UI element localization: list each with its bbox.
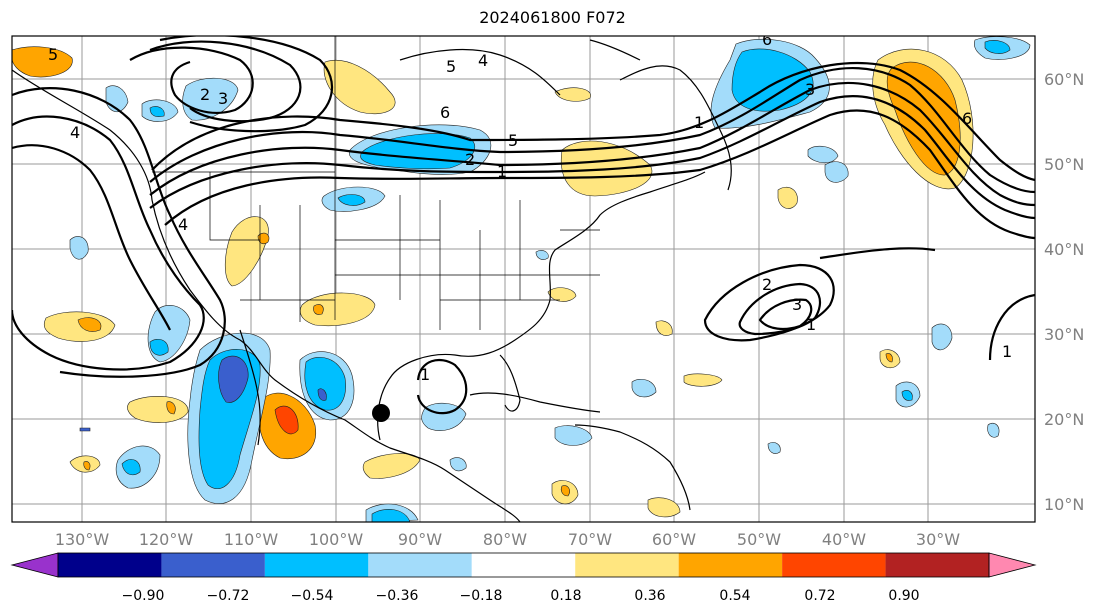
contour-label: 1 [420,365,430,384]
colorbar-tick-label: 0.72 [804,588,835,604]
map-title: 2024061800 F072 [479,8,626,27]
coastlines [12,39,732,522]
colorbar-tick-label: −0.72 [207,588,250,604]
contour-lines [12,36,1035,415]
contour-label: 5 [446,57,456,76]
lat-label: 30°N [1044,325,1084,344]
contour-label: 1 [694,113,704,132]
colorbar-tick-label: 0.36 [634,588,665,604]
contour-label: 2 [200,85,210,104]
lon-label: 30°W [916,530,960,549]
colorbar-extend-low [10,552,59,578]
lon-label: 40°W [822,530,866,549]
contour-label: 3 [805,80,815,99]
lon-label: 80°W [483,530,527,549]
colorbar-swatch [161,553,265,577]
lat-label: 60°N [1044,70,1084,89]
storm-center-marker [372,404,390,422]
colorbar-tick-label: −0.36 [376,588,419,604]
contour-label: 2 [465,150,475,169]
colorbar-tick-label: −0.54 [291,588,334,604]
lat-label: 20°N [1044,410,1084,429]
lon-label: 50°W [737,530,781,549]
colorbar-swatch [368,553,472,577]
colorbar-tick-label: 0.18 [550,588,581,604]
map-border [11,35,1036,523]
contour-label: 6 [762,30,772,49]
colorbar-tick-label: −0.18 [460,588,503,604]
contour-label: 4 [70,123,80,142]
colorbar-tick-labels: −0.90 −0.72 −0.54 −0.36 −0.18 0.18 0.36 … [122,588,920,604]
contour-label: 6 [962,109,972,128]
colorbar-tick-label: −0.90 [122,588,165,604]
colorbar-swatch [58,553,162,577]
lon-label: 130°W [55,530,110,549]
latitude-labels: 60°N 50°N 40°N 30°N 20°N 10°N [1044,70,1084,514]
lon-label: 90°W [398,530,442,549]
contour-label: 1 [806,315,816,334]
colorbar [10,552,1037,578]
contour-labels: 1 2 3 4 5 6 1 2 3 1 1 4 5 6 2 3 4 5 6 1 [48,30,1012,384]
contour-label: 5 [48,45,58,64]
contour-label: 5 [508,131,518,150]
lat-label: 40°N [1044,240,1084,259]
contour-label: 6 [440,103,450,122]
contour-label: 3 [218,89,228,108]
colorbar-swatch [782,553,886,577]
colorbar-tick-label: 0.90 [888,588,919,604]
colorbar-swatch [575,553,679,577]
graticule [12,36,1035,522]
colorbar-swatch [885,553,989,577]
lon-label: 110°W [224,530,279,549]
colorbar-extend-high [988,552,1037,578]
colorbar-frame [57,552,990,578]
colorbar-swatch [264,553,369,577]
lon-label: 120°W [139,530,194,549]
anomaly-shading [12,36,1031,522]
contour-label: 3 [792,295,802,314]
lon-label: 100°W [309,530,364,549]
contour-label: 1 [1002,342,1012,361]
lat-label: 10°N [1044,495,1084,514]
lat-label: 50°N [1044,155,1084,174]
colorbar-swatch [471,553,576,577]
colorbar-tick-label: 0.54 [719,588,750,604]
colorbar-swatch [678,553,783,577]
contour-label: 2 [762,275,772,294]
contour-label: 4 [178,215,188,234]
lon-label: 70°W [568,530,612,549]
longitude-labels: 130°W 120°W 110°W 100°W 90°W 80°W 70°W 6… [55,530,960,549]
contour-label: 4 [478,51,488,70]
contour-label: 1 [497,162,507,181]
lon-label: 60°W [652,530,696,549]
